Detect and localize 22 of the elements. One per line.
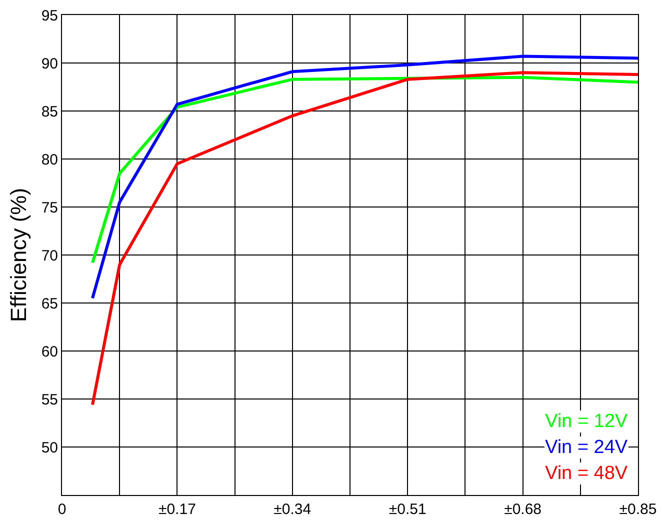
y-tick-label: 70 bbox=[41, 247, 58, 264]
text: Vin = 24V bbox=[545, 437, 628, 458]
y-tick-label: 85 bbox=[41, 103, 58, 120]
y-tick-label: 80 bbox=[41, 151, 58, 168]
y-tick-label: 65 bbox=[41, 295, 58, 312]
x-tick-label: ±0.34 bbox=[274, 501, 312, 518]
line-series bbox=[90, 54, 638, 300]
y-tick-label: 55 bbox=[41, 391, 58, 408]
line-series bbox=[90, 71, 638, 406]
y-tick-label: 90 bbox=[41, 55, 58, 72]
y-tick-label: 60 bbox=[41, 343, 58, 360]
y-tick-label: 50 bbox=[41, 439, 58, 456]
x-tick-label: 0 bbox=[58, 501, 66, 518]
text: Vin = 12V bbox=[545, 411, 628, 432]
x-tick-label: ±0.85 bbox=[619, 501, 657, 518]
x-tick-label: ±0.17 bbox=[158, 501, 196, 518]
x-tick-label: ±0.68 bbox=[504, 501, 542, 518]
y-tick-label: 95 bbox=[41, 7, 58, 24]
y-tick-label: 75 bbox=[41, 199, 58, 216]
y-axis-title: Efficiency (%) bbox=[6, 188, 32, 322]
text: Vin = 48V bbox=[545, 463, 628, 484]
x-tick-label: ±0.51 bbox=[388, 501, 426, 518]
